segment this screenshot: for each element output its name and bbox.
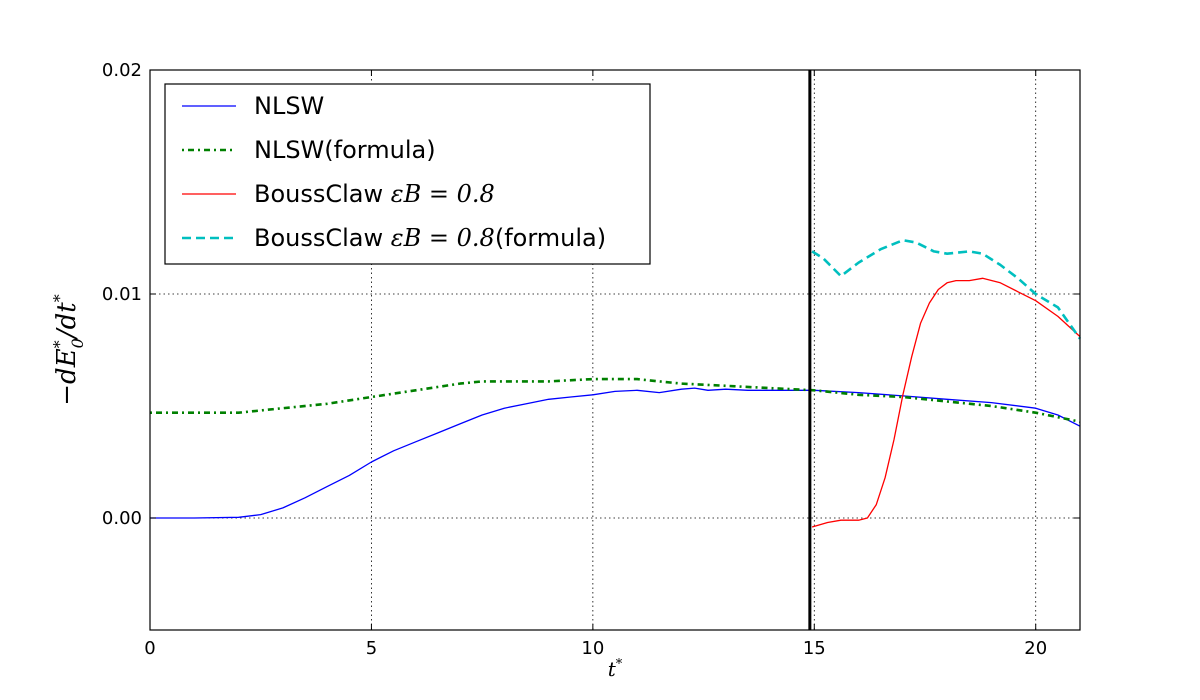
x-tick-label: 0 [144, 638, 155, 659]
series-line-1 [150, 387, 1081, 519]
axes-frame [149, 69, 1081, 631]
legend-entry-4: BoussClaw εB = 0.8(formula) [182, 224, 606, 252]
x-tick-label: 15 [803, 638, 826, 659]
legend-frame [164, 83, 651, 265]
x-axis-label: t* [608, 657, 623, 681]
series-line-3 [811, 277, 1081, 528]
x-tick-label: 5 [366, 638, 377, 659]
y-tick-label: 0.02 [102, 60, 142, 81]
series-line-4 [811, 238, 1082, 340]
legend-label: NLSW [254, 92, 324, 120]
x-tick-label: 10 [581, 638, 604, 659]
legend-entry-1: NLSW [182, 92, 324, 120]
legend-label: BoussClaw εB = 0.8 [254, 180, 495, 208]
legend-label: BoussClaw εB = 0.8(formula) [254, 224, 606, 252]
legend: NLSW NLSW(formula) BoussClaw εB = 0.8 Bouss… [164, 83, 651, 265]
y-axis-label: −dE*0/dt* [50, 294, 87, 405]
legend-entry-2: NLSW(formula) [182, 136, 436, 164]
plot-series [150, 238, 1082, 528]
x-tick-label: 20 [1024, 638, 1047, 659]
y-tick-label: 0.00 [102, 508, 142, 529]
axis-ticks: 0 5 10 15 20 0.00 0.01 0.02 [102, 60, 1080, 659]
legend-entry-3: BoussClaw εB = 0.8 [182, 180, 495, 208]
series-line-2 [150, 377, 1081, 423]
legend-label: NLSW(formula) [254, 136, 436, 164]
y-tick-label: 0.01 [102, 284, 142, 305]
svg-text:−dE*0/dt*: −dE*0/dt* [50, 294, 87, 405]
